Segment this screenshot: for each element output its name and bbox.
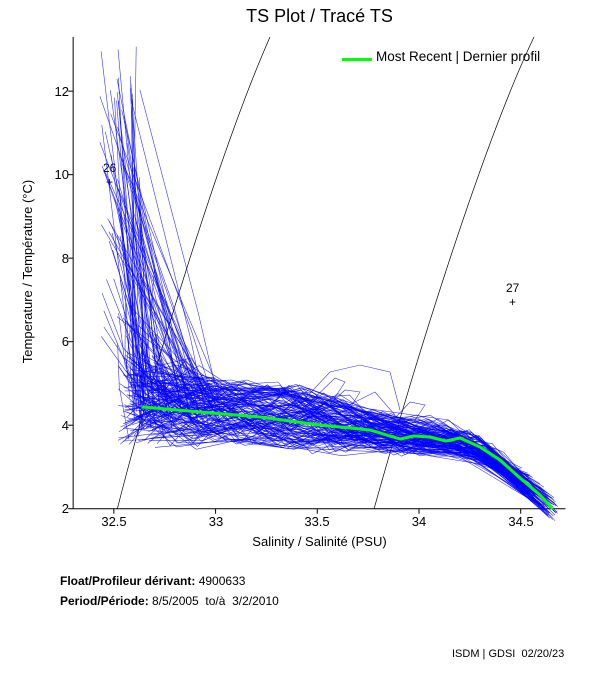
svg-text:+: + (509, 295, 516, 309)
svg-text:27: 27 (506, 281, 520, 295)
